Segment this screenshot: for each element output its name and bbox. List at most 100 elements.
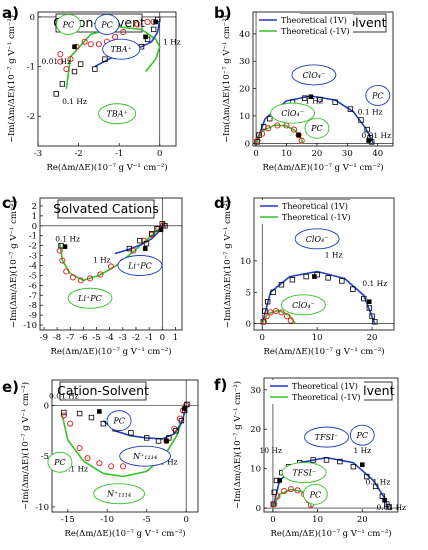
panel-letter: e)	[2, 378, 19, 396]
x-tick-label: -1	[145, 333, 153, 343]
data-point-square	[361, 295, 367, 302]
frequency-label: 1 Hz	[353, 446, 371, 455]
data-point-circle	[77, 277, 84, 284]
data-point-circle	[278, 309, 285, 316]
frequency-label: 10 Hz	[259, 446, 281, 455]
species-bubble	[106, 410, 132, 432]
data-point-square	[372, 319, 378, 325]
data-point-square	[303, 273, 309, 280]
y-tick-label: -10	[35, 503, 49, 513]
y-tick-label: -4	[29, 261, 37, 271]
y-tick-label: 10	[240, 257, 251, 267]
x-tick-label: 20	[357, 515, 368, 525]
data-point-square	[271, 489, 277, 495]
frequency-label: 1 Hz	[160, 457, 178, 466]
x-tick-label: 0	[253, 149, 258, 159]
frequency-label: 1 Hz	[325, 251, 343, 260]
y-tick-label: -1	[27, 63, 35, 73]
legend-entry: Theoretical (-1V)	[281, 27, 350, 36]
x-tick-label: -4	[106, 333, 114, 343]
data-point-circle	[119, 463, 127, 470]
y-tick-label: 1	[32, 212, 37, 222]
data-point-filled	[312, 274, 317, 279]
x-tick-label: -2	[74, 149, 82, 159]
data-point-filled	[62, 244, 68, 249]
species-label: ClO₄⁻	[306, 235, 329, 244]
legend-box	[258, 200, 354, 224]
x-tick-label: 20	[311, 149, 322, 159]
panel-a: -3 -2 -1 0 -2 -1 0 Re(Δm/ΔE)(10⁻⁷ g V⁻¹ cm⁻²) −I…	[2, 4, 181, 173]
frequency-label: 0.01 Hz	[377, 503, 407, 512]
species-label: TBA⁺	[107, 110, 128, 119]
data-point-circle	[254, 137, 261, 144]
frequency-label: 0.1 Hz	[62, 97, 87, 106]
data-point-circle	[96, 460, 103, 467]
data-point-filled	[143, 34, 148, 40]
y-tick-label: -5	[29, 271, 37, 281]
x-tick-label: 10	[281, 149, 292, 159]
data-point-circle	[67, 56, 74, 63]
data-point-filled	[296, 132, 301, 138]
data-point-square	[310, 457, 316, 463]
species-bubble	[94, 13, 120, 35]
data-point-square	[372, 483, 379, 490]
x-tick-label: -5	[143, 515, 151, 525]
panel-e: -15 -10 -5 0 -10 -5 0 Re(Δm/ΔE)(10⁻⁷ g V⁻¹ cm⁻²…	[2, 378, 199, 539]
data-point-circle	[294, 487, 301, 494]
data-point-circle	[267, 309, 274, 316]
data-point-circle	[160, 221, 167, 228]
data-point-square	[350, 286, 356, 292]
data-point-circle	[63, 66, 70, 73]
curve-blue	[102, 405, 187, 440]
frequency-label: 0.1 Hz	[358, 108, 383, 117]
data-point-circle	[69, 274, 76, 281]
data-point-square	[364, 473, 370, 480]
data-point-square	[339, 278, 345, 284]
species-bubble	[304, 117, 330, 139]
data-point-square	[76, 410, 83, 417]
data-point-circle	[81, 38, 88, 45]
species-bubble	[55, 13, 81, 35]
frequency-label: 0.1 Hz	[55, 235, 80, 244]
x-axis-label: Re(Δm/ΔE)(10⁻⁷ g V⁻¹ cm⁻²)	[64, 528, 185, 539]
data-point-filled	[72, 44, 77, 50]
panel-letter: b)	[214, 4, 232, 22]
x-axis-label: Re(Δm/ΔE)(10⁻⁷ g V⁻¹ cm⁻²)	[263, 346, 384, 357]
data-point-circle	[120, 28, 127, 35]
species-bubble	[93, 483, 145, 505]
species-bubble	[302, 483, 328, 505]
legend-box	[268, 380, 364, 404]
frequency-label: 1 Hz	[163, 37, 181, 46]
data-point-square	[364, 126, 370, 133]
species-label: PC	[309, 490, 322, 499]
x-tick-label: -7	[66, 333, 74, 343]
species-bubble	[119, 445, 171, 467]
y-tick-label: 0	[245, 139, 250, 149]
data-point-circle	[59, 257, 66, 264]
panel-f: 0 10 20 0 10 20 30 Re(Δm/ΔE)(10⁻⁷ g V⁻¹ cm⁻²) −I…	[214, 376, 406, 539]
data-point-circle	[63, 268, 70, 275]
y-tick-label: 10	[239, 112, 250, 122]
frequency-label: 0.01 Hz	[41, 57, 71, 66]
species-bubble	[270, 102, 316, 124]
data-point-square	[61, 409, 67, 416]
species-label: ClO₄⁻	[292, 301, 315, 310]
y-tick-label: 30	[250, 386, 261, 396]
data-point-circle	[260, 318, 267, 325]
x-tick-label: 0	[157, 149, 162, 159]
y-tick-label: -7	[29, 291, 37, 301]
data-point-square	[149, 231, 155, 237]
y-axis-label: −Im(Δm/ΔE)(10⁻⁷ g V⁻¹ cm⁻²)	[222, 200, 233, 328]
data-point-filled	[382, 497, 387, 503]
data-point-circle	[87, 41, 94, 48]
data-point-square	[270, 289, 276, 295]
data-point-circle	[57, 58, 64, 65]
data-point-circle	[86, 275, 94, 282]
data-point-filled	[308, 94, 314, 100]
species-label: PC	[53, 458, 66, 467]
frequency-label: 1 Hz	[305, 97, 323, 106]
x-tick-label: 0	[260, 333, 265, 343]
species-bubble	[304, 426, 349, 448]
x-axis-label: Re(Δm/ΔE)(10⁻⁷ g V⁻¹ cm⁻²)	[50, 346, 171, 357]
